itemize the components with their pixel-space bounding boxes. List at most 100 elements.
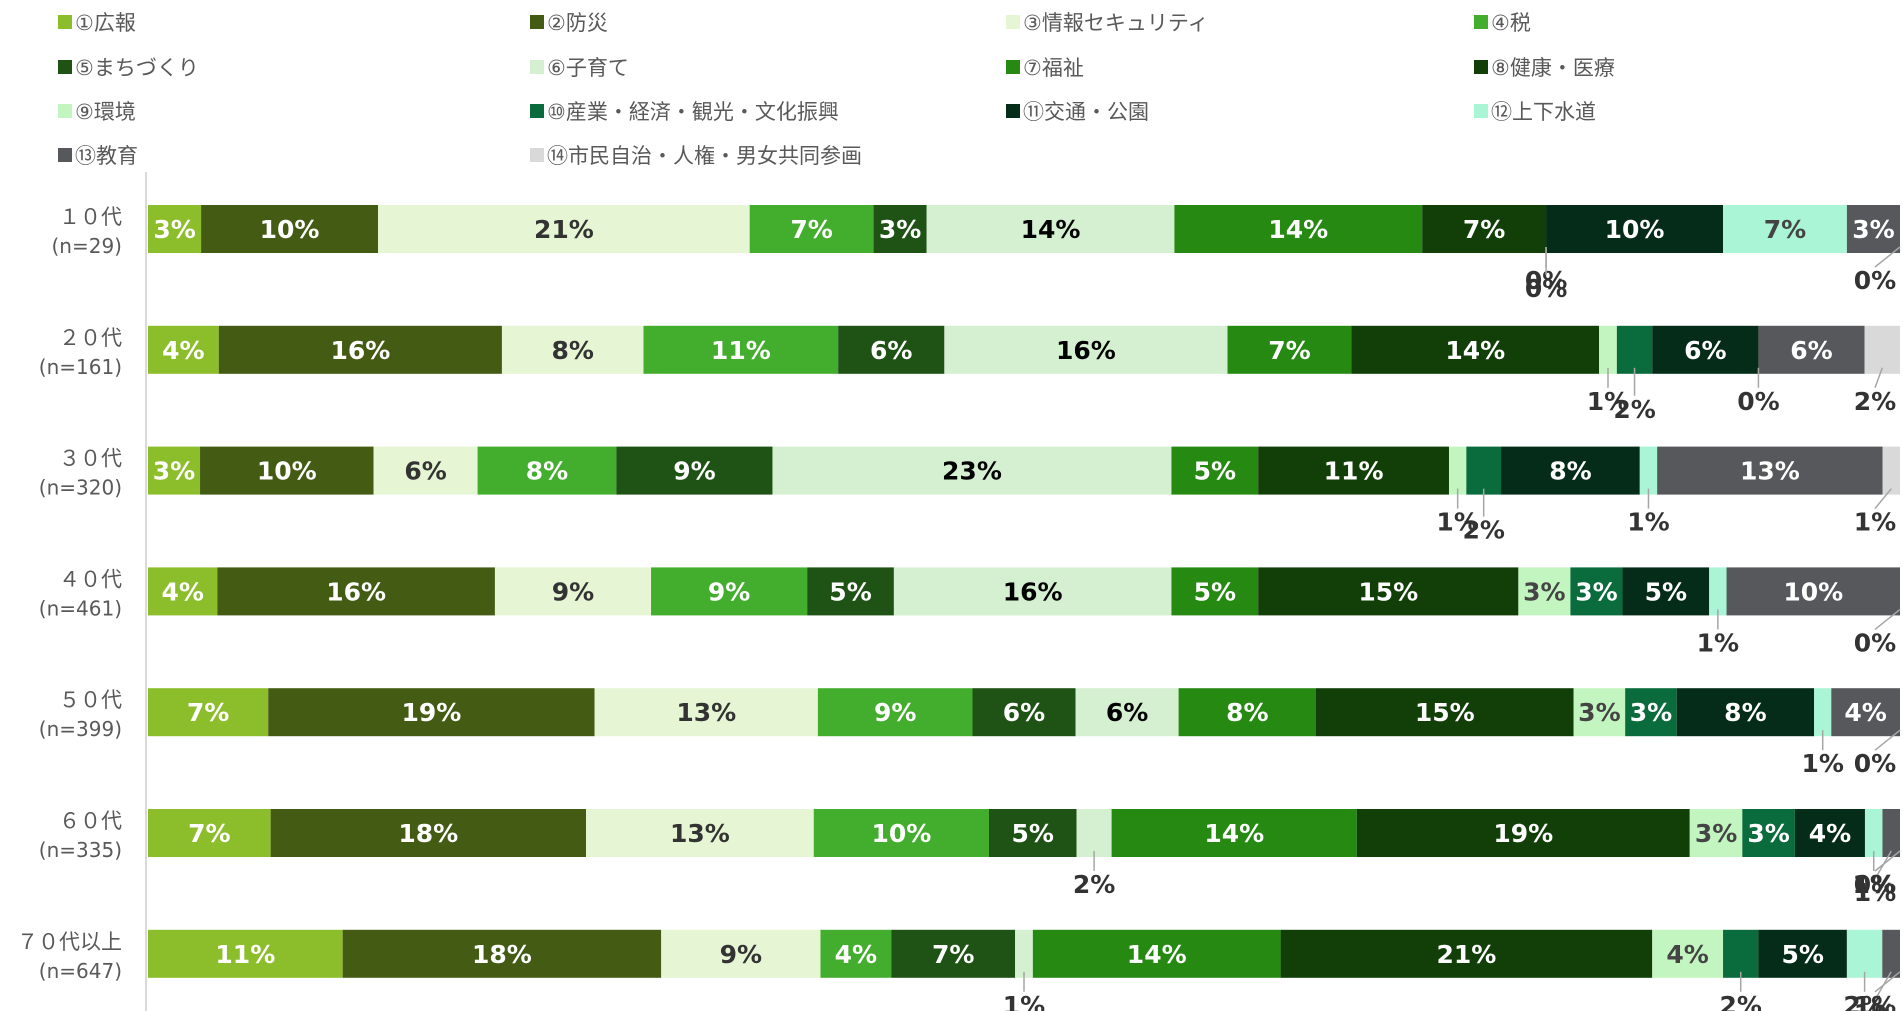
bar-segment [893, 567, 1172, 616]
legend-swatch [530, 60, 544, 74]
legend: ①広報 ②防災 ③情報セキュリティ ④税 ⑤まちづくり ⑥子育て ⑦福祉 ⑧健康・医療 ⑨環境 ⑩… [58, 11, 1615, 168]
bar-segment [616, 446, 773, 495]
bar-segment [1882, 446, 1900, 495]
bar-segment [651, 567, 808, 616]
data-label: 3% [1523, 577, 1565, 606]
bar-segment [594, 688, 818, 737]
legend-swatch [1006, 15, 1020, 29]
legend-label: ⑨環境 [75, 100, 136, 124]
data-label: 11% [711, 336, 771, 365]
data-label: 9% [673, 457, 715, 486]
bar-segment [373, 446, 478, 495]
bar-segment [1652, 325, 1759, 374]
category-sample-size: (n=335) [39, 838, 122, 862]
legend-label: ⑩産業・経済・観光・文化振興 [547, 100, 839, 124]
data-label: 6% [1003, 698, 1045, 727]
bar-segment [1657, 446, 1883, 495]
bar-segment [148, 688, 269, 737]
callout-label: 2% [1843, 991, 1885, 1011]
callout-label: 2% [1720, 991, 1762, 1011]
bar-segment [1652, 929, 1724, 978]
bar-segment [1111, 809, 1357, 857]
callout-label: 1% [1854, 991, 1896, 1011]
bar-segment [820, 929, 892, 978]
callout-label: 1% [1801, 749, 1843, 778]
bar-segment [218, 325, 502, 374]
legend-label: ③情報セキュリティ [1023, 11, 1209, 35]
bar-segment [1709, 567, 1727, 616]
bar-segment [1758, 929, 1847, 978]
legend-item: ⑩産業・経済・観光・文化振興 [530, 100, 839, 124]
callout-label: 0% [1737, 387, 1779, 416]
data-label: 10% [1605, 215, 1665, 244]
data-label: 8% [1724, 698, 1766, 727]
data-label: 5% [1781, 940, 1823, 969]
bar-segment [1280, 929, 1653, 978]
data-label: 9% [874, 698, 916, 727]
data-label: 8% [1226, 698, 1268, 727]
data-label: 3% [1747, 819, 1789, 848]
data-label: 14% [1021, 215, 1081, 244]
data-label: 11% [215, 940, 275, 969]
data-label: 7% [790, 215, 832, 244]
bar-segment [200, 446, 374, 495]
legend-swatch [1474, 15, 1488, 29]
callout-label: 1% [1587, 387, 1629, 416]
bar-segment [1178, 688, 1316, 737]
data-label: 7% [1268, 336, 1310, 365]
bar-segment [148, 446, 201, 495]
legend-label: ⑫上下水道 [1491, 100, 1596, 124]
data-label: 14% [1268, 215, 1328, 244]
leader-line [1874, 729, 1901, 751]
bar-segment [1171, 446, 1259, 495]
data-label: 6% [404, 457, 446, 486]
bar-segment [1351, 325, 1600, 374]
data-label: 16% [330, 336, 390, 365]
bar-segment [148, 929, 343, 978]
bar-segment [270, 809, 586, 857]
category-sample-size: (n=647) [39, 959, 122, 983]
data-label: 8% [1549, 457, 1591, 486]
leader-line [1874, 971, 1901, 993]
data-label: 16% [1003, 577, 1063, 606]
callout-label: 0% [1854, 870, 1896, 899]
bar-segment [1258, 567, 1519, 616]
data-label: 18% [398, 819, 458, 848]
data-label: 5% [1645, 577, 1687, 606]
legend-item: ④税 [1474, 11, 1531, 35]
callout-labels: 0%0% 0%1%2% 0% 2%1%2% 1% 1%1% 0%1% 0%2% 1%1%0%1%… [1003, 246, 1901, 1011]
callout-label: 1% [1854, 999, 1896, 1011]
data-label: 10% [260, 215, 320, 244]
bar-segment [891, 929, 1016, 978]
legend-swatch [1474, 60, 1488, 74]
bar-segment [1466, 446, 1502, 495]
data-label: 5% [1194, 457, 1236, 486]
data-label: 16% [326, 577, 386, 606]
leader-line [1874, 246, 1901, 268]
category-label: ５０代 [59, 688, 122, 712]
bar-segment [501, 325, 644, 374]
data-label: 7% [188, 819, 230, 848]
callout-label: 1% [1627, 508, 1669, 537]
callout-label: 0% [1525, 274, 1567, 303]
bar-segment [944, 325, 1228, 374]
bar-segment [1227, 325, 1352, 374]
bar-segment [477, 446, 617, 495]
data-label: 5% [1194, 577, 1236, 606]
bar-segment [873, 205, 927, 253]
bar-segment [148, 567, 218, 616]
legend-label: ⑪交通・公園 [1023, 100, 1149, 124]
callout-label: 0% [1854, 628, 1896, 657]
bar-segment [148, 205, 202, 253]
data-label: 4% [1809, 819, 1851, 848]
callout-label: 1% [1697, 628, 1739, 657]
bar-segment [1639, 446, 1658, 495]
bar-segment [268, 688, 595, 737]
data-label: 8% [552, 336, 594, 365]
bar-segment [1742, 809, 1795, 857]
legend-label: ④税 [1491, 11, 1531, 35]
bar-segment [217, 567, 495, 616]
data-label: 14% [1204, 819, 1264, 848]
bar-segment [1831, 688, 1900, 737]
